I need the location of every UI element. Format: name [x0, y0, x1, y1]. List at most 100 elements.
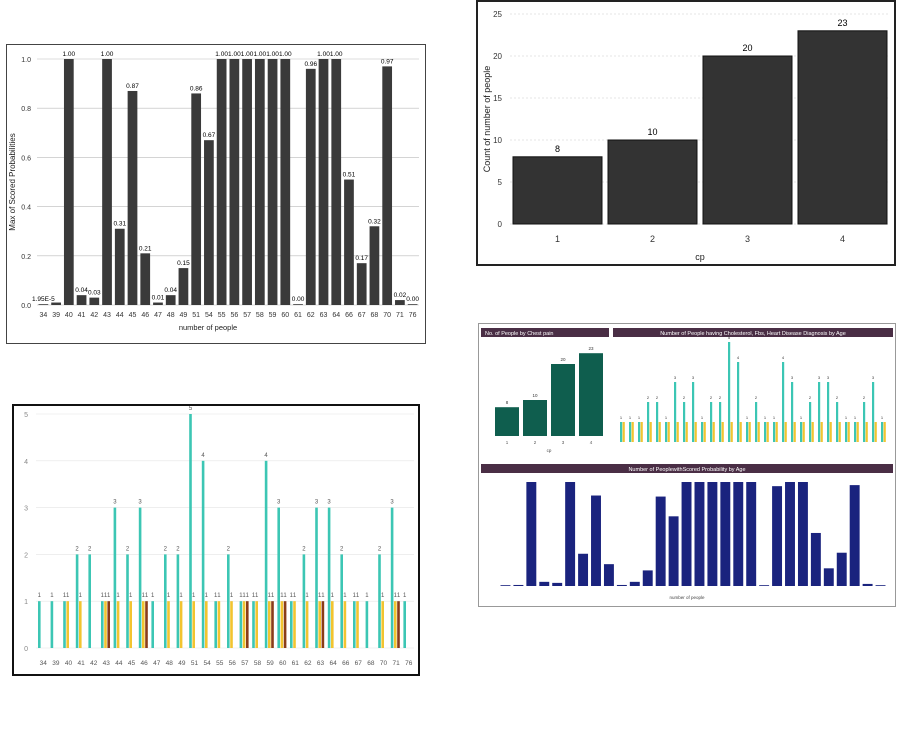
bar: [875, 585, 886, 586]
bar: [856, 422, 859, 442]
data-label: 1: [854, 415, 857, 420]
bar: [107, 601, 110, 648]
bar: [205, 601, 208, 648]
bar: [51, 302, 61, 305]
bar: [403, 601, 406, 648]
x-tick-label: 1: [555, 234, 560, 244]
y-tick-label: 0.6: [21, 155, 31, 162]
chest-pain-count-chart: 0 5 10 15 20 25 Count of number of people 8 1 10 2…: [476, 0, 896, 266]
bar: [242, 601, 246, 648]
bar: [863, 402, 866, 442]
tile-title: Number of People having Cholesterol, Fbs…: [660, 331, 846, 337]
bar: [649, 422, 652, 442]
y-tick-label: 5: [498, 178, 503, 187]
data-label: 1: [280, 593, 284, 599]
bar: [883, 422, 886, 442]
bar: [793, 422, 796, 442]
x-tick-label: 34: [40, 660, 48, 667]
x-tick-label: 55: [216, 660, 224, 667]
y-tick-label: 10: [493, 136, 502, 145]
bar: [748, 422, 751, 442]
data-label: 1: [50, 593, 54, 599]
data-label: 1: [356, 593, 360, 599]
data-label: 1: [353, 593, 357, 599]
data-label: 0.86: [190, 85, 203, 92]
bar: [164, 554, 167, 648]
bar: [694, 482, 705, 586]
bar: [293, 601, 296, 648]
bar: [189, 414, 192, 648]
data-label: 2: [126, 546, 130, 552]
data-label: 2: [647, 395, 650, 400]
data-label: 20: [742, 43, 752, 53]
bar: [674, 382, 677, 442]
bar: [607, 139, 698, 225]
x-tick-label: 59: [269, 312, 277, 319]
bar: [165, 295, 176, 305]
bar: [827, 382, 830, 442]
data-label: 0.00: [292, 296, 305, 303]
x-tick-label: 42: [90, 312, 98, 319]
data-label: 2: [88, 546, 92, 552]
data-label: 1: [129, 593, 133, 599]
bar: [305, 601, 309, 648]
bar: [759, 585, 770, 586]
x-tick-label: 45: [128, 660, 136, 667]
data-label: 2: [683, 395, 686, 400]
y-tick-label: 2: [24, 552, 28, 559]
x-tick-label: 59: [266, 660, 274, 667]
y-tick-label: 5: [24, 412, 28, 419]
data-label: 1: [38, 593, 42, 599]
x-tick-label: 39: [52, 660, 60, 667]
bar: [701, 422, 704, 442]
data-label: 1: [881, 415, 884, 420]
x-tick-label: 41: [78, 312, 86, 319]
bar: [178, 268, 189, 305]
data-label: 1: [620, 415, 623, 420]
bar: [138, 507, 142, 648]
bar: [721, 422, 724, 442]
bar: [578, 553, 589, 586]
data-label: 2: [176, 546, 180, 552]
data-label: 3: [113, 500, 117, 506]
x-tick-label: 4: [590, 440, 593, 445]
data-label: 1: [230, 593, 234, 599]
bar: [127, 90, 138, 305]
bar: [145, 601, 148, 648]
bar: [739, 422, 742, 442]
bar: [552, 582, 563, 586]
bar: [728, 342, 731, 442]
bar: [356, 263, 367, 305]
data-label: 1: [293, 593, 297, 599]
tile-title: Number of PeoplewithScored Probability b…: [628, 467, 745, 473]
data-label: 2: [227, 546, 231, 552]
bar: [622, 422, 625, 442]
bar: [38, 601, 41, 648]
data-label: 1: [343, 593, 347, 599]
bar: [318, 601, 321, 648]
data-label: 0.67: [203, 132, 216, 139]
data-label: 0.04: [75, 287, 88, 294]
x-tick-label: 62: [304, 660, 312, 667]
y-tick-label: 3: [24, 506, 28, 513]
x-tick-label: 49: [178, 660, 186, 667]
y-tick-label: 0.2: [21, 254, 31, 261]
bar: [836, 402, 839, 442]
y-tick-label: 0.0: [21, 303, 31, 310]
tile-header: [613, 328, 893, 337]
bar: [344, 179, 354, 305]
bar: [656, 402, 659, 442]
data-label: 0.01: [152, 295, 165, 302]
data-label: 1: [142, 593, 146, 599]
bar: [603, 564, 614, 586]
bar: [512, 156, 603, 225]
tile-header: [481, 464, 893, 473]
bar: [353, 601, 356, 648]
bar: [230, 601, 233, 648]
bar: [113, 507, 117, 648]
data-label: 3: [872, 375, 875, 380]
data-label: 3: [827, 375, 830, 380]
data-label: 1: [701, 415, 704, 420]
data-label: 1: [764, 415, 767, 420]
data-label: 0.15: [177, 260, 190, 267]
